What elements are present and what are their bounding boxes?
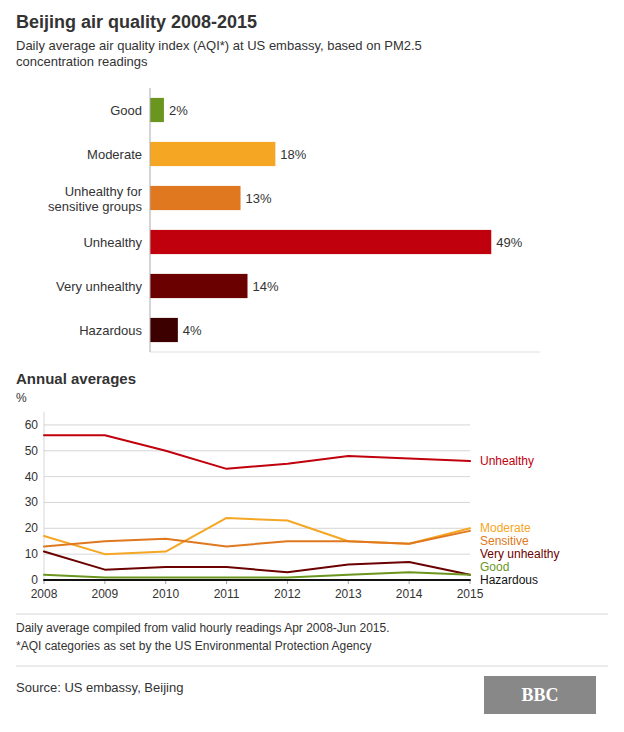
title: Beijing air quality 2008-2015 [16,12,257,32]
divider [16,666,608,667]
footer-note: Daily average compiled from valid hourly… [16,621,390,635]
x-tick-label: 2013 [335,587,362,601]
y-tick-label: 60 [25,418,39,432]
background [0,0,624,732]
x-tick-label: 2008 [31,587,58,601]
data-label: 2% [169,103,188,118]
text-line: Very unhealthy [56,279,143,294]
series-label: Hazardous [480,573,538,587]
line-title: Annual averages [16,370,136,387]
category-label: Very unhealthy [56,279,143,294]
grid-line [44,424,470,425]
bar [150,274,248,298]
bar-plot: Good 2% Moderate 18% Unhealthy forsensitive … [48,88,540,352]
x-tick-label: 2010 [152,587,179,601]
grid-line [44,476,470,477]
x-tick-label: 2012 [274,587,301,601]
bar [150,98,164,122]
grid-line [44,580,470,581]
chart-page: Beijing air quality 2008-2015 Daily avera… [0,0,624,732]
series-line [44,552,470,575]
data-label: 4% [183,323,202,338]
y-axis-line [150,88,151,352]
category-label: Unhealthy [83,235,142,250]
data-label: 13% [246,191,272,206]
text-line: Hazardous [79,323,142,338]
text-line: Unhealthy [83,235,142,250]
bar [150,186,241,210]
y-tick-label: 30 [25,495,39,509]
series-label: Good [480,560,509,574]
series-label: Moderate [480,521,531,535]
subtitle: Daily average air quality index (AQI*) a… [16,38,422,69]
source: Source: US embassy, Beijing [16,680,183,695]
text-line: Good [110,103,142,118]
category-label: Moderate [87,147,142,162]
bar [150,318,178,342]
lines [44,435,470,580]
text-line: sensitive groups [48,198,142,213]
bar [150,230,491,254]
bars [150,98,491,342]
series-label: Sensitive [480,534,529,548]
x-tick-label: 2014 [396,587,423,601]
footer-note: *AQI categories as set by the US Environ… [16,639,372,653]
text-line: Unhealthy for [65,183,143,198]
y-tick-label: 10 [25,547,39,561]
bar [150,142,275,166]
series-label: Unhealthy [480,454,534,468]
series-line [44,531,470,547]
grid-line [44,528,470,529]
category-label: Hazardous [79,323,142,338]
y-tick-label: 40 [25,470,39,484]
logo-box [484,676,596,714]
y-axis-line [44,412,45,580]
y-axis-label: % [16,391,27,405]
text-line: Moderate [87,147,142,162]
grid-line [44,502,470,503]
y-tick-label: 20 [25,521,39,535]
series-line [44,572,470,577]
divider [16,614,608,615]
series-line [44,518,470,554]
x-axis-line [150,352,540,353]
data-label: 49% [496,235,522,250]
series-label: Very unhealthy [480,547,559,561]
x-tick-label: 2011 [214,587,240,601]
data-label: 14% [253,279,279,294]
text-line: Daily average air quality index (AQI*) a… [16,38,422,53]
category-label: Unhealthy forsensitive groups [48,183,143,213]
series-line [44,579,470,581]
x-tick-label: 2009 [92,587,119,601]
grid-line [44,450,470,451]
logo-text: BBC [521,685,558,705]
series-line [44,435,470,469]
y-tick-label: 0 [31,573,38,587]
x-axis-line [44,580,470,581]
y-tick-label: 50 [25,444,39,458]
data-label: 18% [280,147,306,162]
category-label: Good [110,103,142,118]
line-plot: 0 10 20 30 40 50 60 2008 2009 2010 2011 2012 2013 201… [25,412,560,601]
x-tick-label: 2015 [457,587,484,601]
text-line: concentration readings [16,54,148,69]
